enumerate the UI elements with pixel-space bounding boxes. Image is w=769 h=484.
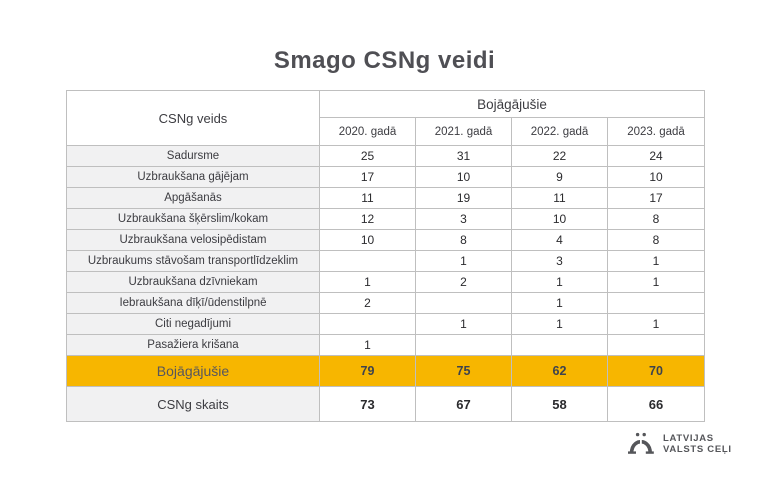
counts-label-cell: CSNg skaits — [66, 386, 320, 422]
category-cell: Citi negadījumi — [66, 313, 320, 335]
value-cell: 1 — [319, 271, 416, 293]
logo-text-line1: LATVIJAS — [663, 432, 714, 444]
category-cell: Uzbraukums stāvošam transportlīdzeklim — [66, 250, 320, 272]
value-cell: 1 — [319, 334, 416, 356]
table-row: Uzbraukšana velosipēdistam 10 8 4 8 — [66, 229, 705, 251]
column-header-csng-veids: CSNg veids — [66, 90, 320, 146]
table-row: Uzbraukšana šķērslim/kokam 12 3 10 8 — [66, 208, 705, 230]
category-cell: Uzbraukšana velosipēdistam — [66, 229, 320, 251]
totals-value-cell: 70 — [607, 355, 705, 387]
value-cell: 8 — [415, 229, 512, 251]
column-header-2020: 2020. gadā — [319, 117, 416, 146]
category-cell: Apgāšanās — [66, 187, 320, 209]
value-cell — [607, 292, 705, 314]
value-cell: 1 — [415, 250, 512, 272]
counts-row-csng-skaits: CSNg skaits 73 67 58 66 — [66, 386, 705, 422]
logo-text: LATVIJAS VALSTS CEĻI — [663, 433, 732, 455]
value-cell: 8 — [607, 229, 705, 251]
value-cell — [319, 250, 416, 272]
value-cell: 17 — [607, 187, 705, 209]
table-row: Pasažiera krišana 1 — [66, 334, 705, 356]
logo-text-line2: VALSTS CEĻI — [663, 443, 732, 455]
value-cell: 2 — [319, 292, 416, 314]
value-cell: 4 — [511, 229, 608, 251]
table-header-row-group: CSNg veids Bojāgājušie — [66, 90, 705, 146]
value-cell: 8 — [607, 208, 705, 230]
table-row: Uzbraukums stāvošam transportlīdzeklim 1… — [66, 250, 705, 272]
value-cell: 1 — [607, 250, 705, 272]
value-cell: 3 — [415, 208, 512, 230]
table-row: Uzbraukšana dzīvniekam 1 2 1 1 — [66, 271, 705, 293]
totals-value-cell: 75 — [415, 355, 512, 387]
value-cell: 11 — [511, 187, 608, 209]
counts-value-cell: 58 — [511, 386, 608, 422]
table-row: Uzbraukšana gājējam 17 10 9 10 — [66, 166, 705, 188]
csng-table: CSNg veids Bojāgājušie 2020. gadā 2021. … — [66, 90, 705, 422]
counts-value-cell: 73 — [319, 386, 416, 422]
value-cell — [607, 334, 705, 356]
totals-value-cell: 62 — [511, 355, 608, 387]
totals-value-cell: 79 — [319, 355, 416, 387]
value-cell: 17 — [319, 166, 416, 188]
value-cell: 3 — [511, 250, 608, 272]
value-cell: 11 — [319, 187, 416, 209]
totals-label-cell: Bojāgājušie — [66, 355, 320, 387]
value-cell — [415, 292, 512, 314]
category-cell: Uzbraukšana šķērslim/kokam — [66, 208, 320, 230]
column-header-2023: 2023. gadā — [607, 117, 705, 146]
value-cell — [415, 334, 512, 356]
category-cell: Iebraukšana dīķī/ūdenstilpnē — [66, 292, 320, 314]
value-cell: 24 — [607, 145, 705, 167]
value-cell: 10 — [511, 208, 608, 230]
value-cell: 1 — [511, 292, 608, 314]
latvijas-valsts-celi-logo: LATVIJAS VALSTS CEĻI — [627, 432, 732, 455]
counts-value-cell: 67 — [415, 386, 512, 422]
category-cell: Pasažiera krišana — [66, 334, 320, 356]
bridge-logo-icon — [627, 432, 655, 455]
category-cell: Uzbraukšana gājējam — [66, 166, 320, 188]
column-header-2022: 2022. gadā — [511, 117, 608, 146]
value-cell: 10 — [319, 229, 416, 251]
table-row: Sadursme 25 31 22 24 — [66, 145, 705, 167]
value-cell: 25 — [319, 145, 416, 167]
table-row: Iebraukšana dīķī/ūdenstilpnē 2 1 — [66, 292, 705, 314]
value-cell — [319, 313, 416, 335]
table-header-row-years: 2020. gadā 2021. gadā 2022. gadā 2023. g… — [67, 117, 705, 146]
table-row: Apgāšanās 11 19 11 17 — [66, 187, 705, 209]
category-cell: Sadursme — [66, 145, 320, 167]
value-cell: 1 — [511, 271, 608, 293]
value-cell: 10 — [415, 166, 512, 188]
value-cell: 2 — [415, 271, 512, 293]
value-cell: 19 — [415, 187, 512, 209]
value-cell: 31 — [415, 145, 512, 167]
value-cell: 1 — [607, 271, 705, 293]
value-cell — [511, 334, 608, 356]
value-cell: 10 — [607, 166, 705, 188]
category-cell: Uzbraukšana dzīvniekam — [66, 271, 320, 293]
value-cell: 1 — [607, 313, 705, 335]
value-cell: 12 — [319, 208, 416, 230]
page-title: Smago CSNg veidi — [273, 47, 496, 74]
column-group-header-bojagajusie: Bojāgājušie — [319, 90, 705, 118]
counts-value-cell: 66 — [607, 386, 705, 422]
table-row: Citi negadījumi 1 1 1 — [66, 313, 705, 335]
totals-row-bojagajusie: Bojāgājušie 79 75 62 70 — [66, 355, 705, 387]
value-cell: 22 — [511, 145, 608, 167]
value-cell: 1 — [415, 313, 512, 335]
value-cell: 1 — [511, 313, 608, 335]
value-cell: 9 — [511, 166, 608, 188]
column-header-2021: 2021. gadā — [415, 117, 512, 146]
